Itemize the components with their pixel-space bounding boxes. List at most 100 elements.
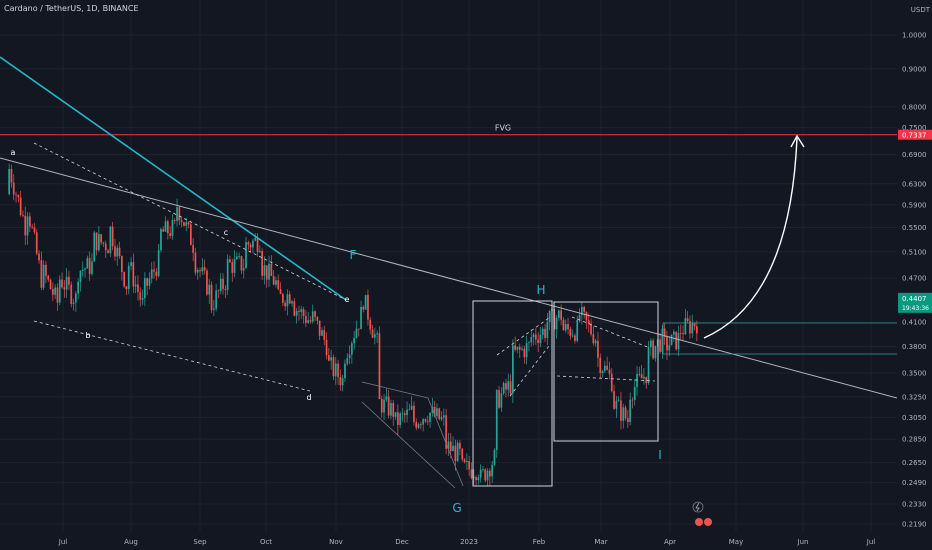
x-tick-label: Mar [594, 538, 607, 546]
candle-body [539, 334, 542, 343]
candle-body [272, 275, 275, 285]
candle-body [233, 259, 236, 273]
candle-body [213, 308, 215, 310]
fvg-price-text: 0.7337 [902, 132, 927, 140]
candle-body [601, 371, 604, 373]
candle-body [610, 373, 613, 392]
candle-body [682, 333, 684, 335]
candle-body [318, 320, 321, 336]
candle-body [316, 316, 319, 321]
candle-body [86, 258, 89, 269]
candle-body [696, 326, 698, 334]
candle-body [206, 270, 208, 295]
candle-body [420, 424, 422, 426]
candle-body [95, 232, 98, 251]
candle-body [84, 268, 86, 270]
candle-body [150, 269, 153, 279]
wedge-lower [556, 375, 656, 382]
symbol-title: Cardano / TetherUS, 1D, BINANCE [4, 4, 139, 13]
candle-body [121, 256, 123, 273]
candle-body [238, 256, 240, 257]
candle-body [578, 315, 581, 320]
candle-body [424, 419, 427, 422]
y-tick-label: 0.4700 [902, 275, 927, 283]
candle-body [445, 415, 447, 449]
candle-body [461, 448, 464, 460]
candle-body [305, 316, 307, 323]
candle-body [65, 276, 68, 290]
candle-body [24, 215, 27, 236]
candle-body [689, 321, 691, 334]
candle-body [604, 365, 606, 372]
candle-body [357, 328, 360, 330]
candle-body [413, 405, 415, 422]
candle-body [309, 320, 312, 322]
candle-body [477, 477, 480, 481]
candle-body [351, 343, 353, 355]
candle-body [35, 232, 38, 254]
candle-body [353, 337, 355, 344]
fvg-label: FVG [495, 124, 511, 133]
candle-body [364, 294, 367, 310]
candle-body [226, 259, 229, 290]
candle-body [443, 415, 445, 418]
candle-body [466, 461, 468, 463]
candle-body [118, 247, 121, 257]
candle-body [270, 263, 273, 276]
candle-body [29, 216, 31, 227]
candle-body [42, 264, 45, 288]
y-tick-label: 0.4100 [902, 319, 927, 327]
y-axis: USDT 1.0000 0.9000 0.8000 0.7500 0.6900 0.6300… [897, 0, 932, 550]
candle-body [675, 331, 677, 350]
candle-body [555, 317, 558, 330]
candle-body [592, 334, 595, 344]
candle-body [576, 319, 579, 341]
wedge-upper [571, 316, 651, 349]
candle-body [102, 242, 105, 244]
candle-body [516, 346, 519, 350]
x-tick-label: Oct [260, 538, 272, 546]
x-tick-label: Sep [193, 538, 207, 546]
candle-body [652, 340, 654, 359]
y-tick-label: 0.5900 [902, 201, 927, 209]
candle-body [219, 278, 222, 292]
candle-body [387, 396, 390, 416]
candle-body [378, 333, 381, 399]
candle-body [215, 290, 217, 309]
candle-body [486, 470, 489, 481]
candle-body [201, 267, 204, 272]
candle-body [454, 445, 457, 462]
candle-body [521, 348, 523, 350]
candle-body [217, 290, 220, 292]
candle-body [684, 318, 687, 335]
candle-body [298, 310, 300, 312]
candle-body [647, 347, 650, 384]
candle-body [275, 280, 277, 285]
candle-body [638, 374, 641, 375]
candle-body [284, 302, 286, 307]
flag-icon [704, 518, 712, 526]
candle-body [224, 288, 227, 290]
candle-body [587, 320, 590, 324]
candle-body [100, 234, 102, 243]
candle-body [256, 237, 259, 253]
candle-body [371, 329, 374, 338]
candle-body [210, 284, 213, 310]
grid [0, 0, 897, 532]
candle-body [104, 243, 107, 251]
box-h-left [472, 300, 553, 487]
candle-body [173, 219, 176, 221]
candle-body [127, 265, 130, 290]
candle-body [68, 276, 70, 285]
candle-body [132, 262, 135, 287]
candle-body [130, 262, 132, 266]
candle-body [171, 219, 174, 236]
candle-body [495, 390, 498, 450]
channel-upper [33, 142, 347, 301]
candle-body [328, 355, 330, 361]
candle-body [627, 418, 629, 422]
candle-body [307, 320, 309, 323]
candle-body [134, 284, 137, 287]
candle-body [79, 270, 82, 282]
